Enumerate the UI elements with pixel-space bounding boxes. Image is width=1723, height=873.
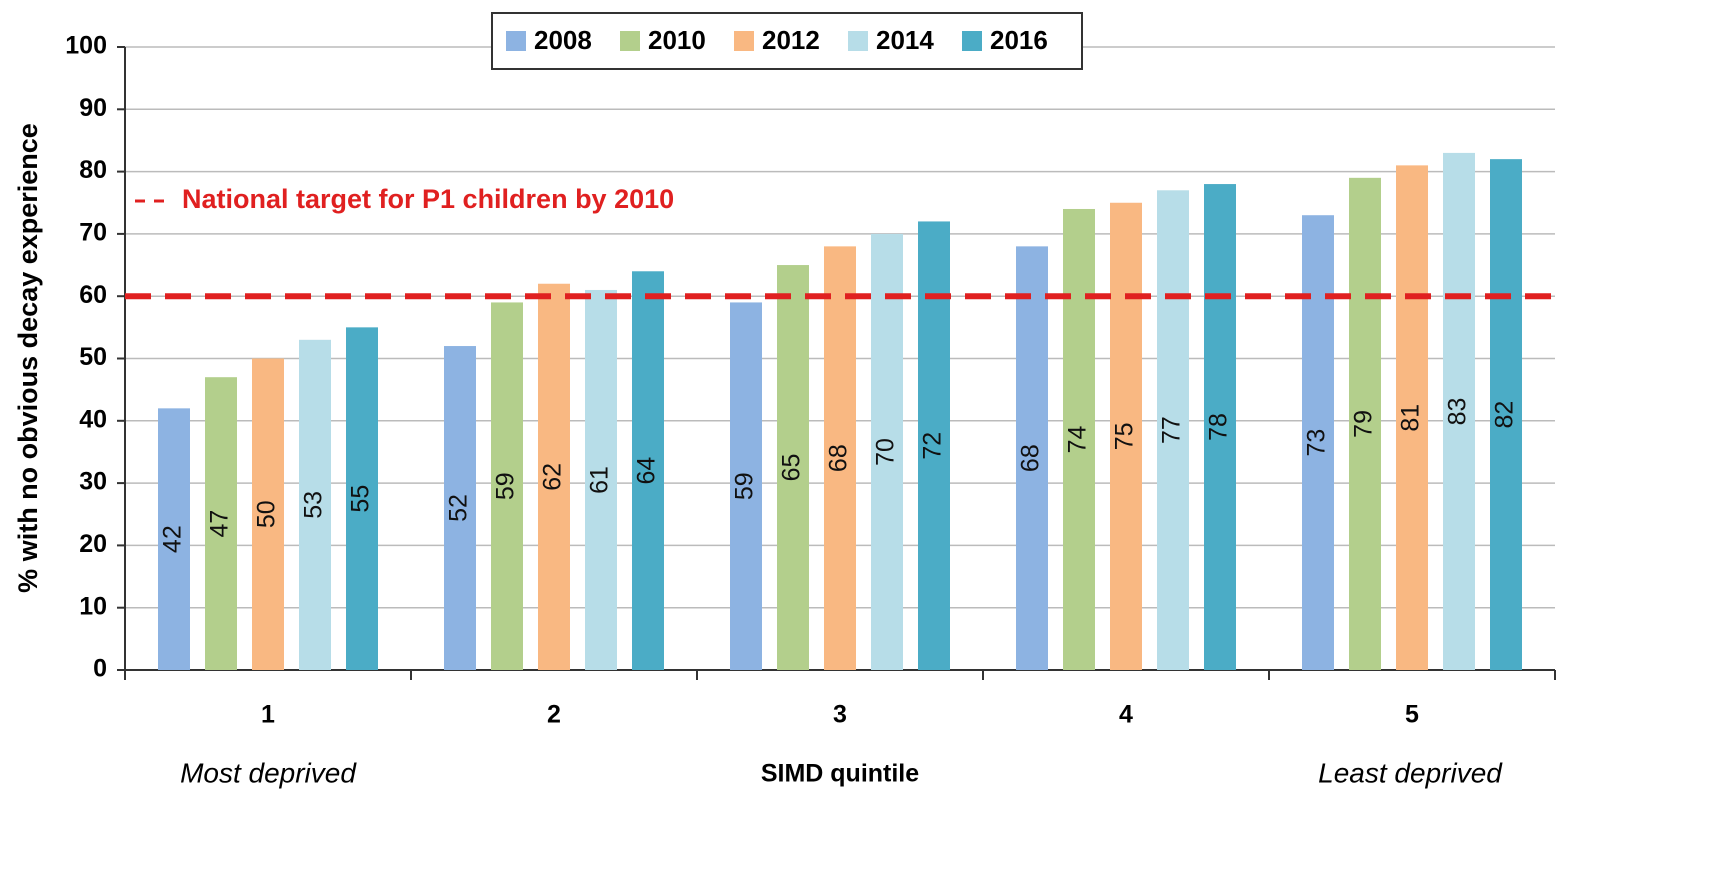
legend-label: 2012 <box>762 25 820 55</box>
bar <box>824 246 856 671</box>
data-label: 61 <box>586 466 614 494</box>
data-label: 70 <box>872 438 900 466</box>
bar <box>1302 215 1334 670</box>
bar <box>632 271 664 670</box>
data-label: 83 <box>1444 398 1472 426</box>
bar <box>346 327 378 670</box>
x-tick-label: 3 <box>833 701 847 729</box>
legend-swatch <box>506 31 526 51</box>
legend-box <box>491 12 1083 70</box>
data-label: 75 <box>1111 422 1139 450</box>
legend-swatch <box>734 31 754 51</box>
x-tick-label: 4 <box>1119 701 1133 729</box>
bar <box>252 358 284 670</box>
y-tick-label: 50 <box>79 343 107 371</box>
bar <box>777 265 809 670</box>
y-tick-label: 40 <box>79 405 107 433</box>
data-label: 50 <box>253 500 281 528</box>
data-label: 53 <box>300 491 328 519</box>
x-axis-label: SIMD quintile <box>761 760 919 788</box>
data-label: 81 <box>1397 404 1425 432</box>
bar <box>1157 190 1189 671</box>
bar <box>1110 202 1142 670</box>
bar <box>1490 159 1522 670</box>
data-label: 55 <box>347 485 375 513</box>
bar <box>491 302 523 670</box>
bar <box>1063 208 1095 671</box>
bar <box>538 283 570 670</box>
x-tick-label: 5 <box>1405 701 1419 729</box>
bar <box>1016 246 1048 671</box>
bar <box>1443 152 1475 670</box>
data-label: 62 <box>539 463 567 491</box>
legend: 2008 2010 2012 2014 2016 <box>491 12 1083 70</box>
annotation: Least deprived <box>1318 757 1503 788</box>
data-label: 68 <box>825 444 853 472</box>
bar <box>205 377 237 670</box>
data-label: 52 <box>445 494 473 522</box>
bar <box>871 233 903 670</box>
bar <box>158 408 190 670</box>
y-tick-label: 20 <box>79 530 107 558</box>
y-tick-label: 10 <box>79 592 107 620</box>
legend-label: 2010 <box>648 25 706 55</box>
y-tick-label: 80 <box>79 156 107 184</box>
bar <box>585 289 617 670</box>
y-tick-label: 30 <box>79 468 107 496</box>
data-label: 73 <box>1303 429 1331 457</box>
data-label: 82 <box>1491 401 1519 429</box>
bar <box>444 346 476 670</box>
bar <box>1349 177 1381 670</box>
y-tick-label: 60 <box>79 281 107 309</box>
y-tick-label: 70 <box>79 219 107 247</box>
data-label: 64 <box>633 457 661 485</box>
data-label: 79 <box>1350 410 1378 438</box>
bar <box>299 339 331 670</box>
bar <box>1204 184 1236 670</box>
data-label: 77 <box>1158 416 1186 444</box>
data-label: 59 <box>492 472 520 500</box>
y-tick-label: 90 <box>79 94 107 122</box>
data-label: 42 <box>159 525 187 553</box>
data-label: 65 <box>778 454 806 482</box>
data-label: 68 <box>1017 444 1045 472</box>
data-label: 78 <box>1205 413 1233 441</box>
data-label: 72 <box>919 432 947 460</box>
x-tick-label: 2 <box>547 701 561 729</box>
data-label: 59 <box>731 472 759 500</box>
y-tick-label: 0 <box>93 655 107 683</box>
data-label: 47 <box>206 510 234 538</box>
legend-label: 2008 <box>534 25 592 55</box>
legend-swatch <box>848 31 868 51</box>
bar <box>730 302 762 670</box>
legend-swatch <box>962 31 982 51</box>
annotation: Most deprived <box>180 757 357 788</box>
y-axis-label: % with no obvious decay experience <box>13 123 43 593</box>
legend-label: 2014 <box>876 25 934 55</box>
legend-swatch <box>620 31 640 51</box>
y-tick-label: 100 <box>65 32 107 60</box>
bar <box>1396 165 1428 670</box>
legend-label: 2016 <box>990 25 1048 55</box>
reference-label: National target for P1 children by 2010 <box>182 184 674 214</box>
data-label: 74 <box>1064 425 1092 453</box>
x-tick-label: 1 <box>261 701 275 729</box>
